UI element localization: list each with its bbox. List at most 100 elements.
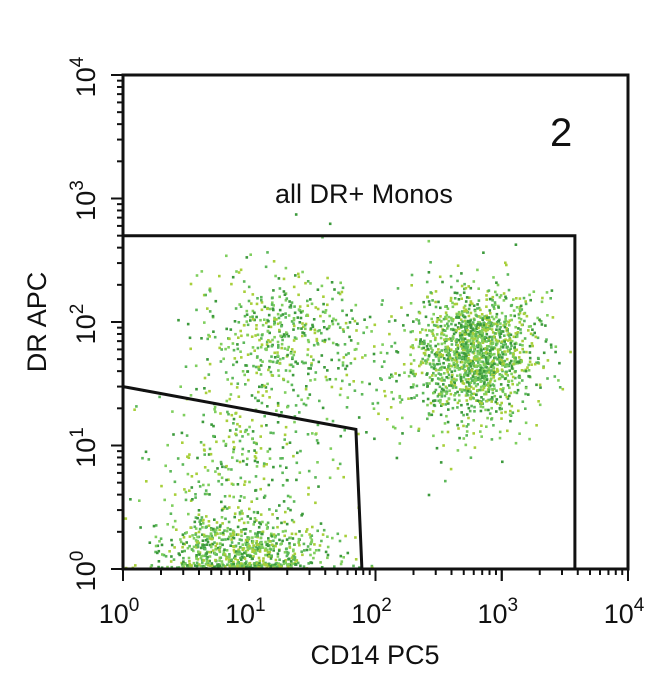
scatter-point bbox=[512, 352, 515, 356]
scatter-point bbox=[376, 401, 380, 405]
scatter-point bbox=[228, 506, 231, 509]
scatter-point bbox=[379, 351, 383, 354]
scatter-point bbox=[444, 305, 447, 308]
scatter-point bbox=[306, 348, 310, 351]
scatter-point bbox=[306, 280, 310, 283]
scatter-point bbox=[530, 363, 533, 366]
scatter-point bbox=[500, 401, 503, 405]
scatter-point bbox=[319, 314, 322, 318]
scatter-point bbox=[476, 369, 479, 373]
scatter-point bbox=[409, 362, 413, 366]
scatter-point bbox=[471, 321, 475, 324]
scatter-point bbox=[124, 517, 128, 520]
scatter-point bbox=[281, 539, 284, 543]
scatter-point bbox=[265, 348, 268, 352]
scatter-point bbox=[482, 251, 485, 254]
scatter-point bbox=[218, 528, 221, 531]
scatter-point bbox=[485, 314, 488, 318]
scatter-point bbox=[510, 303, 514, 307]
scatter-point bbox=[220, 565, 223, 569]
scatter-point bbox=[306, 314, 310, 317]
scatter-point bbox=[406, 313, 409, 317]
scatter-point bbox=[409, 371, 413, 374]
scatter-point bbox=[201, 526, 204, 529]
scatter-point bbox=[290, 348, 294, 351]
scatter-point bbox=[340, 560, 344, 563]
scatter-point bbox=[193, 525, 197, 529]
scatter-point bbox=[467, 381, 471, 385]
scatter-point bbox=[412, 359, 416, 362]
scatter-point bbox=[444, 311, 448, 314]
scatter-point bbox=[500, 340, 504, 343]
scatter-point bbox=[464, 394, 468, 397]
scatter-point bbox=[469, 286, 473, 290]
scatter-point bbox=[254, 451, 258, 454]
scatter-point bbox=[519, 309, 522, 312]
scatter-point bbox=[201, 554, 205, 558]
scatter-point bbox=[444, 349, 447, 353]
scatter-point bbox=[255, 563, 259, 567]
scatter-point bbox=[199, 518, 202, 522]
scatter-point bbox=[194, 493, 197, 496]
scatter-point bbox=[464, 443, 468, 447]
scatter-point bbox=[223, 529, 226, 532]
scatter-point bbox=[491, 398, 494, 401]
scatter-point bbox=[461, 348, 465, 352]
scatter-point bbox=[473, 410, 476, 413]
scatter-point bbox=[268, 550, 272, 554]
scatter-point bbox=[507, 321, 510, 324]
scatter-point bbox=[350, 309, 353, 312]
scatter-point bbox=[504, 295, 507, 299]
scatter-point bbox=[476, 399, 480, 402]
scatter-point bbox=[255, 540, 259, 543]
scatter-point bbox=[316, 529, 319, 533]
scatter-point bbox=[429, 344, 432, 348]
scatter-point bbox=[305, 530, 308, 533]
scatter-point bbox=[478, 349, 482, 352]
scatter-point bbox=[236, 525, 240, 529]
scatter-point bbox=[477, 326, 480, 330]
scatter-point bbox=[535, 383, 538, 387]
scatter-point bbox=[478, 315, 481, 318]
scatter-point bbox=[512, 362, 515, 366]
scatter-point bbox=[466, 374, 470, 377]
scatter-point bbox=[233, 565, 237, 568]
scatter-point bbox=[348, 383, 351, 386]
scatter-point bbox=[492, 323, 495, 326]
scatter-point bbox=[322, 302, 325, 306]
scatter-point bbox=[469, 300, 473, 304]
scatter-point bbox=[440, 430, 444, 434]
scatter-point bbox=[400, 306, 403, 309]
scatter-point bbox=[297, 327, 300, 330]
scatter-point bbox=[492, 369, 495, 373]
scatter-point bbox=[520, 369, 524, 372]
scatter-point bbox=[208, 362, 212, 366]
scatter-point bbox=[516, 331, 520, 334]
scatter-point bbox=[210, 562, 214, 565]
scatter-point bbox=[333, 565, 336, 568]
scatter-point bbox=[272, 289, 275, 292]
scatter-point bbox=[485, 294, 488, 297]
scatter-point bbox=[479, 385, 483, 389]
scatter-point bbox=[186, 472, 190, 476]
scatter-point bbox=[259, 447, 263, 450]
scatter-point bbox=[214, 533, 217, 537]
scatter-point bbox=[242, 324, 246, 327]
scatter-point bbox=[541, 296, 544, 300]
scatter-point bbox=[271, 338, 274, 342]
scatter-point bbox=[466, 349, 469, 353]
scatter-point bbox=[519, 304, 523, 308]
scatter-point bbox=[282, 290, 286, 293]
scatter-point bbox=[549, 297, 552, 300]
scatter-point bbox=[233, 515, 236, 519]
scatter-point bbox=[236, 382, 240, 385]
scatter-point bbox=[255, 324, 258, 327]
scatter-point bbox=[145, 480, 148, 483]
scatter-point bbox=[513, 356, 516, 360]
scatter-point bbox=[464, 342, 468, 345]
scatter-point bbox=[439, 315, 442, 318]
scatter-point bbox=[257, 399, 260, 402]
scatter-point bbox=[252, 510, 256, 514]
scatter-point bbox=[338, 326, 342, 329]
scatter-point bbox=[441, 353, 445, 357]
